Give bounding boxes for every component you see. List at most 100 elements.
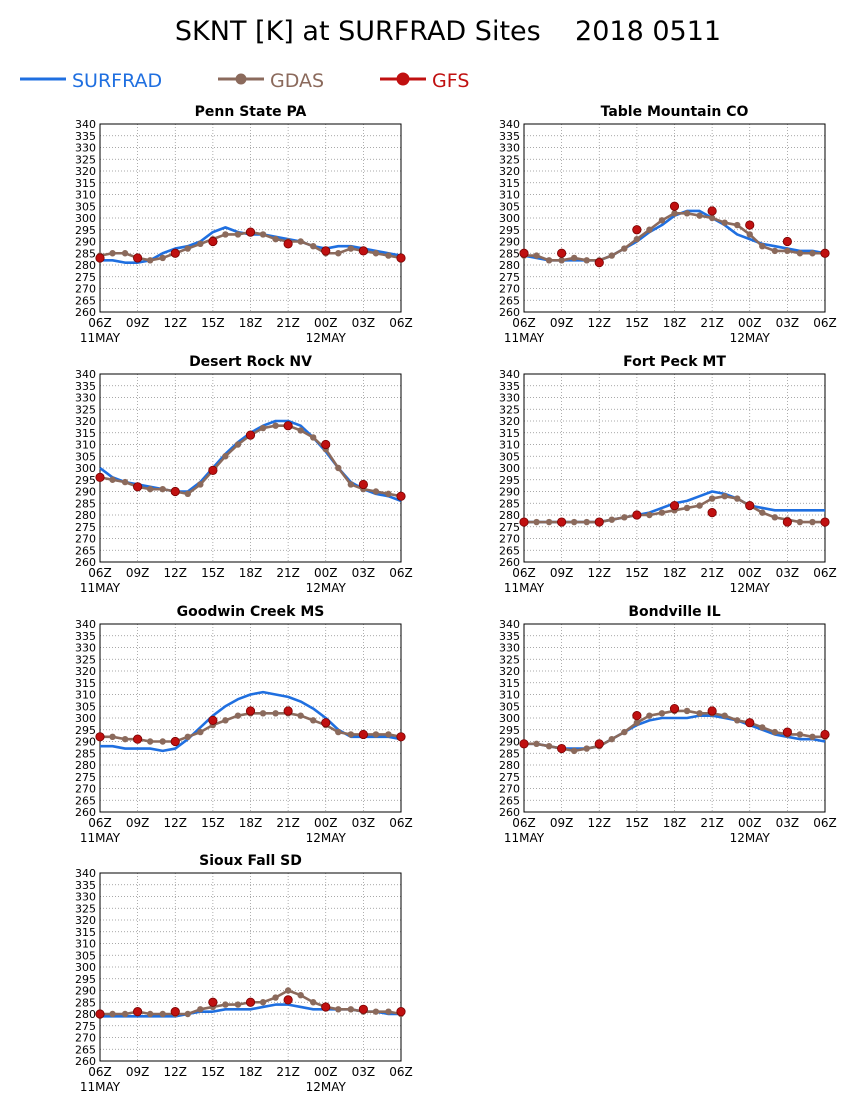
y-tick-label: 260 — [75, 556, 96, 569]
data-point — [545, 518, 553, 526]
data-point — [583, 518, 590, 526]
y-tick-label: 340 — [75, 618, 96, 631]
data-point — [347, 731, 355, 738]
data-point — [385, 731, 392, 738]
data-point — [197, 728, 204, 736]
data-point — [621, 245, 628, 252]
data-point — [696, 212, 703, 219]
data-point — [109, 1010, 116, 1018]
y-tick-label: 335 — [75, 380, 96, 393]
y-tick-label: 270 — [499, 533, 520, 546]
y-tick-label: 335 — [75, 130, 96, 143]
data-point — [133, 734, 143, 744]
y-tick-label: 260 — [75, 806, 96, 819]
data-point — [759, 243, 766, 250]
x-tick-label: 15Z — [625, 316, 649, 330]
x-tick-label: 15Z — [201, 816, 225, 830]
data-point — [745, 718, 755, 728]
y-tick-label: 280 — [75, 509, 96, 522]
date-label: 11MAY — [80, 581, 121, 595]
data-point — [632, 711, 642, 721]
data-point — [234, 231, 242, 238]
data-point — [771, 247, 779, 255]
data-point — [671, 210, 678, 217]
y-tick-label: 305 — [499, 200, 520, 213]
data-point — [146, 485, 154, 493]
y-tick-label: 280 — [75, 259, 96, 272]
data-point — [558, 257, 565, 264]
data-point — [222, 717, 229, 724]
y-tick-label: 280 — [75, 1008, 96, 1021]
data-point — [284, 987, 292, 994]
data-point — [297, 712, 304, 719]
y-tick-label: 340 — [75, 867, 96, 880]
y-tick-label: 305 — [75, 200, 96, 213]
data-point — [533, 518, 540, 526]
chart-panel: Desert Rock NV26026527027528028529029530… — [75, 354, 413, 595]
series-gfs — [95, 421, 406, 501]
data-point — [632, 225, 642, 235]
y-tick-label: 285 — [499, 247, 520, 260]
data-point — [385, 490, 392, 498]
y-tick-label: 310 — [75, 189, 96, 202]
data-point — [159, 254, 166, 262]
data-point — [272, 235, 279, 243]
data-point — [820, 248, 830, 258]
data-point — [146, 738, 154, 745]
y-tick-label: 295 — [499, 474, 520, 487]
data-point — [159, 485, 166, 493]
y-tick-label: 280 — [499, 259, 520, 272]
x-tick-label: 21Z — [276, 566, 300, 580]
y-tick-label: 270 — [75, 783, 96, 796]
data-point — [347, 1006, 355, 1013]
x-tick-label: 03Z — [776, 816, 800, 830]
panel-title: Penn State PA — [195, 104, 307, 120]
data-point — [519, 739, 529, 749]
y-tick-label: 330 — [499, 142, 520, 155]
y-tick-label: 265 — [75, 1043, 96, 1056]
data-point — [159, 738, 166, 745]
data-point — [283, 995, 293, 1005]
data-point — [707, 508, 717, 518]
x-tick-label: 06Z — [389, 316, 413, 330]
x-tick-label: 21Z — [276, 816, 300, 830]
x-tick-label: 06Z — [813, 316, 837, 330]
data-point — [184, 490, 191, 498]
data-point — [658, 710, 666, 717]
y-tick-label: 285 — [75, 247, 96, 260]
x-tick-label: 12Z — [164, 566, 188, 580]
data-point — [358, 479, 368, 490]
y-tick-label: 330 — [499, 642, 520, 655]
x-tick-label: 21Z — [700, 566, 724, 580]
chart-panel: Bondville IL2602652702752802852902953003… — [499, 604, 837, 845]
x-tick-label: 03Z — [352, 816, 376, 830]
data-point — [347, 481, 355, 488]
data-point — [197, 240, 204, 248]
x-tick-label: 15Z — [201, 566, 225, 580]
legend-item-surfrad: SURFRAD — [20, 70, 162, 92]
plot-frame — [523, 373, 826, 563]
x-tick-label: 18Z — [663, 816, 687, 830]
x-tick-label: 06Z — [88, 1065, 112, 1079]
x-tick-label: 12Z — [164, 816, 188, 830]
y-tick-label: 340 — [499, 618, 520, 631]
series-gfs — [519, 201, 830, 268]
data-point — [570, 518, 578, 526]
data-point — [222, 453, 229, 460]
data-point — [669, 500, 680, 511]
x-tick-label: 06Z — [389, 1065, 413, 1079]
data-point — [245, 706, 256, 716]
x-tick-label: 18Z — [239, 316, 263, 330]
data-point — [545, 743, 553, 750]
grid — [100, 374, 401, 562]
data-point — [222, 1001, 229, 1008]
data-point — [594, 739, 604, 749]
plot-frame — [99, 872, 402, 1062]
data-point — [796, 250, 804, 257]
y-tick-label: 265 — [75, 294, 96, 307]
legend-item-gdas: GDAS — [218, 70, 324, 92]
y-tick-label: 275 — [499, 521, 520, 534]
data-point — [184, 733, 191, 740]
data-point — [245, 997, 256, 1007]
